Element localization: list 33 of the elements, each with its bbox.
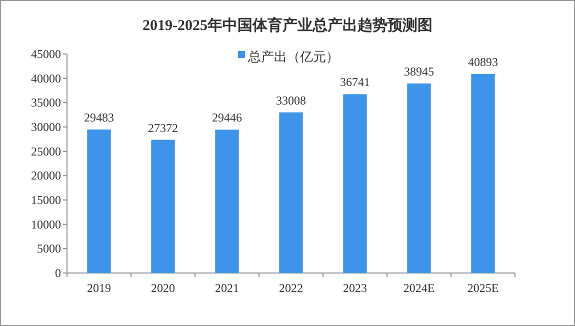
data-label: 29446 bbox=[212, 110, 242, 125]
bar bbox=[215, 130, 239, 273]
x-tick-label: 2022 bbox=[279, 281, 303, 295]
data-label: 27372 bbox=[148, 120, 178, 135]
y-tick-label: 20000 bbox=[31, 168, 61, 183]
x-tick-label: 2025E bbox=[467, 281, 499, 295]
chart-title: 2019-2025年中国体育产业总产出趋势预测图 bbox=[142, 16, 432, 34]
data-label: 29483 bbox=[84, 110, 114, 125]
legend-label: 总产出（亿元） bbox=[247, 49, 339, 64]
bar bbox=[151, 140, 175, 273]
data-label: 33008 bbox=[276, 93, 306, 108]
y-tick-label: 5000 bbox=[37, 242, 61, 256]
bar bbox=[407, 83, 431, 273]
x-tick-label: 2020 bbox=[151, 281, 175, 295]
y-tick-label: 40000 bbox=[31, 71, 61, 86]
bar bbox=[87, 130, 111, 273]
x-tick-label: 2021 bbox=[215, 281, 239, 295]
bar bbox=[471, 74, 495, 273]
y-tick-label: 0 bbox=[55, 266, 61, 280]
bar bbox=[279, 112, 303, 273]
y-tick-label: 35000 bbox=[31, 96, 61, 110]
y-tick-label: 25000 bbox=[31, 144, 61, 158]
y-tick-label: 30000 bbox=[31, 120, 61, 134]
x-tick-label: 2023 bbox=[343, 281, 367, 295]
data-label: 40893 bbox=[468, 54, 498, 69]
data-label: 36741 bbox=[340, 75, 370, 90]
bar bbox=[343, 94, 367, 273]
y-tick-label: 10000 bbox=[31, 217, 61, 232]
data-label: 38945 bbox=[404, 64, 434, 78]
y-tick-label: 15000 bbox=[31, 193, 61, 207]
y-tick-label: 45000 bbox=[31, 47, 61, 61]
x-tick-label: 2024E bbox=[403, 281, 435, 295]
x-tick-label: 2019 bbox=[87, 281, 111, 295]
